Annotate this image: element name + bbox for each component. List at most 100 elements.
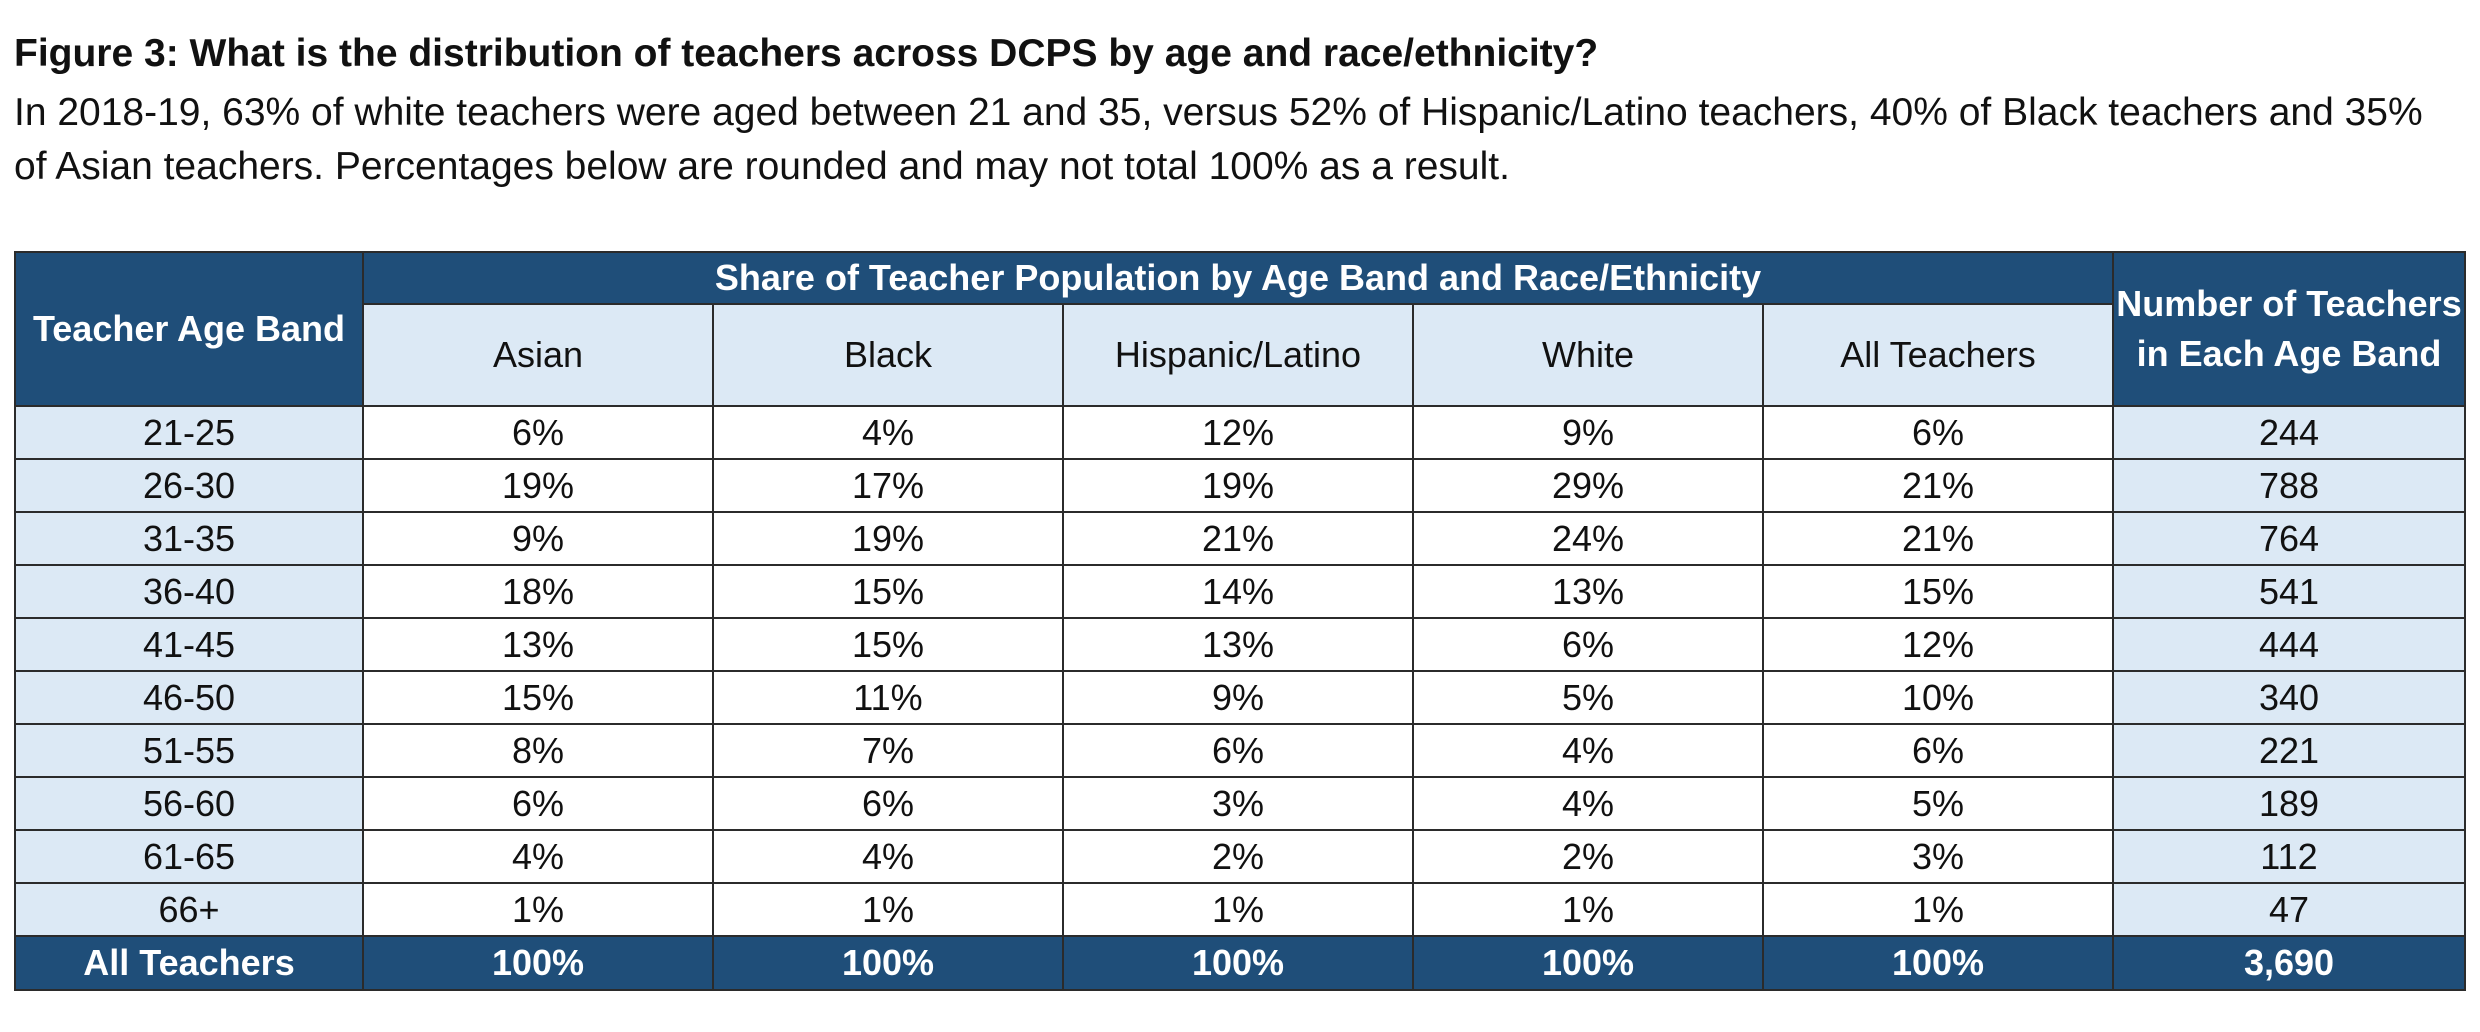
share-cell: 29% <box>1412 458 1764 513</box>
age-band-cell: 46-50 <box>14 670 364 725</box>
table-row: 36-40 18% 15% 14% 13% 15% 541 <box>14 564 2466 619</box>
share-group-header: Share of Teacher Population by Age Band … <box>362 251 2114 305</box>
column-header-black: Black <box>712 303 1064 407</box>
total-share-cell: 100% <box>712 935 1064 991</box>
share-cell: 6% <box>362 405 714 460</box>
share-cell: 18% <box>362 564 714 619</box>
share-cell: 4% <box>712 829 1064 884</box>
count-header: Number of Teachers in Each Age Band <box>2112 251 2466 407</box>
total-share-cell: 100% <box>1762 935 2114 991</box>
count-cell: 47 <box>2112 882 2466 937</box>
share-cell: 21% <box>1762 458 2114 513</box>
count-cell: 340 <box>2112 670 2466 725</box>
share-cell: 9% <box>1062 670 1414 725</box>
count-cell: 788 <box>2112 458 2466 513</box>
age-band-header: Teacher Age Band <box>14 251 364 407</box>
column-header-hispanic-latino: Hispanic/Latino <box>1062 303 1414 407</box>
share-cell: 3% <box>1762 829 2114 884</box>
share-cell: 9% <box>362 511 714 566</box>
share-cell: 5% <box>1762 776 2114 831</box>
age-band-cell: 51-55 <box>14 723 364 778</box>
total-row: All Teachers 100% 100% 100% 100% 100% 3,… <box>14 935 2466 991</box>
share-cell: 21% <box>1062 511 1414 566</box>
share-cell: 19% <box>1062 458 1414 513</box>
share-cell: 6% <box>1762 405 2114 460</box>
age-band-cell: 36-40 <box>14 564 364 619</box>
table-row: 26-30 19% 17% 19% 29% 21% 788 <box>14 458 2466 513</box>
share-cell: 3% <box>1062 776 1414 831</box>
count-cell: 444 <box>2112 617 2466 672</box>
age-band-cell: 26-30 <box>14 458 364 513</box>
total-count-cell: 3,690 <box>2112 935 2466 991</box>
table-row: 66+ 1% 1% 1% 1% 1% 47 <box>14 882 2466 937</box>
share-cell: 10% <box>1762 670 2114 725</box>
count-cell: 541 <box>2112 564 2466 619</box>
share-cell: 12% <box>1762 617 2114 672</box>
share-cell: 1% <box>712 882 1064 937</box>
share-cell: 4% <box>1412 723 1764 778</box>
share-cell: 13% <box>1062 617 1414 672</box>
table-row: 46-50 15% 11% 9% 5% 10% 340 <box>14 670 2466 725</box>
share-cell: 1% <box>1762 882 2114 937</box>
share-cell: 15% <box>362 670 714 725</box>
share-cell: 4% <box>712 405 1064 460</box>
total-share-cell: 100% <box>1412 935 1764 991</box>
share-cell: 8% <box>362 723 714 778</box>
share-cell: 17% <box>712 458 1064 513</box>
share-cell: 6% <box>712 776 1064 831</box>
share-cell: 24% <box>1412 511 1764 566</box>
total-share-cell: 100% <box>1062 935 1414 991</box>
figure-title: Figure 3: What is the distribution of te… <box>14 32 1599 75</box>
share-cell: 19% <box>362 458 714 513</box>
age-band-cell: 31-35 <box>14 511 364 566</box>
table-row: 61-65 4% 4% 2% 2% 3% 112 <box>14 829 2466 884</box>
column-header-all-teachers: All Teachers <box>1762 303 2114 407</box>
count-cell: 189 <box>2112 776 2466 831</box>
count-cell: 764 <box>2112 511 2466 566</box>
share-cell: 9% <box>1412 405 1764 460</box>
share-cell: 6% <box>1412 617 1764 672</box>
table-row: 56-60 6% 6% 3% 4% 5% 189 <box>14 776 2466 831</box>
count-cell: 112 <box>2112 829 2466 884</box>
share-cell: 2% <box>1412 829 1764 884</box>
share-cell: 15% <box>712 564 1064 619</box>
share-cell: 14% <box>1062 564 1414 619</box>
share-cell: 6% <box>362 776 714 831</box>
count-cell: 221 <box>2112 723 2466 778</box>
share-cell: 13% <box>1412 564 1764 619</box>
share-cell: 11% <box>712 670 1064 725</box>
share-cell: 6% <box>1062 723 1414 778</box>
share-cell: 7% <box>712 723 1064 778</box>
share-cell: 1% <box>1412 882 1764 937</box>
share-cell: 6% <box>1762 723 2114 778</box>
share-cell: 15% <box>1762 564 2114 619</box>
age-band-cell: 61-65 <box>14 829 364 884</box>
share-cell: 1% <box>362 882 714 937</box>
total-label-cell: All Teachers <box>14 935 364 991</box>
table-row: 51-55 8% 7% 6% 4% 6% 221 <box>14 723 2466 778</box>
share-cell: 12% <box>1062 405 1414 460</box>
count-cell: 244 <box>2112 405 2466 460</box>
share-cell: 13% <box>362 617 714 672</box>
age-band-cell: 41-45 <box>14 617 364 672</box>
column-header-asian: Asian <box>362 303 714 407</box>
share-cell: 4% <box>1412 776 1764 831</box>
share-cell: 15% <box>712 617 1064 672</box>
share-cell: 4% <box>362 829 714 884</box>
table-row: 41-45 13% 15% 13% 6% 12% 444 <box>14 617 2466 672</box>
column-header-white: White <box>1412 303 1764 407</box>
age-band-cell: 21-25 <box>14 405 364 460</box>
share-cell: 19% <box>712 511 1064 566</box>
figure-description: In 2018-19, 63% of white teachers were a… <box>14 91 2423 188</box>
share-cell: 21% <box>1762 511 2114 566</box>
share-cell: 1% <box>1062 882 1414 937</box>
share-cell: 2% <box>1062 829 1414 884</box>
teacher-distribution-table: Teacher Age Band Share of Teacher Popula… <box>14 251 2466 991</box>
age-band-cell: 56-60 <box>14 776 364 831</box>
share-cell: 5% <box>1412 670 1764 725</box>
age-band-cell: 66+ <box>14 882 364 937</box>
total-share-cell: 100% <box>362 935 714 991</box>
table-row: 21-25 6% 4% 12% 9% 6% 244 <box>14 405 2466 460</box>
table-row: 31-35 9% 19% 21% 24% 21% 764 <box>14 511 2466 566</box>
